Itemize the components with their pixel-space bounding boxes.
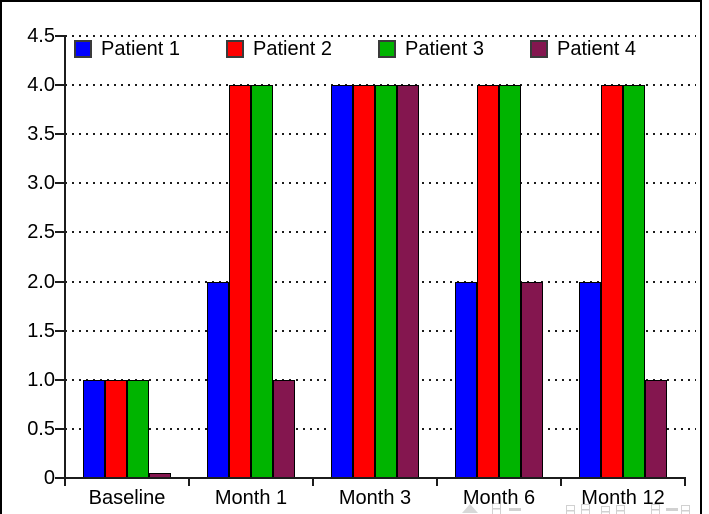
x-category-label-baseline: Baseline [88, 487, 166, 509]
y-tick-label-1.5: 1.5 [27, 319, 55, 342]
bar-patient-1-month-3 [331, 85, 353, 478]
y-axis [64, 35, 66, 480]
bar-patient-2-baseline [105, 379, 127, 478]
legend-label-patient-2: Patient 2 [253, 38, 332, 60]
y-tick-0.5 [55, 427, 64, 430]
x-tick-2 [312, 478, 314, 486]
x-tick-4 [560, 478, 562, 486]
y-tick-label-2.0: 2.0 [27, 270, 55, 293]
legend-label-patient-1: Patient 1 [101, 38, 180, 60]
y-tick-4.5 [55, 35, 64, 37]
bar-patient-4-month-6 [521, 281, 543, 478]
y-tick-label-3.5: 3.5 [27, 123, 55, 146]
legend-swatch-patient-1 [74, 40, 92, 58]
x-category-label-month-12: Month 12 [581, 487, 665, 509]
legend-item-patient-4: Patient 4 [530, 38, 636, 60]
bar-patient-1-baseline [83, 379, 105, 478]
bar-patient-2-month-3 [353, 85, 375, 478]
y-tick-label-2.5: 2.5 [27, 221, 55, 244]
bar-patient-4-month-1 [273, 379, 295, 478]
y-tick-0 [55, 477, 64, 479]
y-tick-2.5 [55, 231, 64, 234]
legend-label-patient-4: Patient 4 [557, 38, 636, 60]
y-tick-label-1.0: 1.0 [27, 368, 55, 391]
bar-patient-3-month-3 [375, 85, 397, 478]
y-tick-label-4.5: 4.5 [27, 25, 55, 47]
x-axis [64, 477, 686, 479]
bar-patient-3-month-12 [623, 85, 645, 478]
legend-label-patient-3: Patient 3 [405, 38, 484, 60]
y-tick-3.5 [55, 133, 64, 136]
x-category-label-month-1: Month 1 [214, 487, 288, 509]
bar-patient-4-month-3 [397, 85, 419, 478]
gridline-4.5 [65, 35, 696, 37]
x-tick-0 [64, 478, 66, 486]
bar-patient-3-month-1 [251, 85, 273, 478]
legend-item-patient-1: Patient 1 [74, 38, 180, 60]
bar-patient-2-month-12 [601, 85, 623, 478]
x-tick-5 [684, 478, 686, 486]
legend-swatch-patient-4 [530, 40, 548, 58]
bar-patient-1-month-6 [455, 281, 477, 478]
y-tick-1.5 [55, 329, 64, 332]
x-tick-3 [436, 478, 438, 486]
legend-item-patient-2: Patient 2 [226, 38, 332, 60]
bar-patient-2-month-1 [229, 85, 251, 478]
bar-patient-2-month-6 [477, 85, 499, 478]
y-tick-3.0 [55, 182, 64, 185]
bar-patient-1-month-1 [207, 281, 229, 478]
legend-swatch-patient-3 [378, 40, 396, 58]
y-tick-label-4.0: 4.0 [27, 74, 55, 97]
y-tick-label-0.5: 0.5 [27, 417, 55, 440]
y-tick-1.0 [55, 378, 64, 381]
legend-item-patient-3: Patient 3 [378, 38, 484, 60]
bar-patient-3-baseline [127, 379, 149, 478]
bar-patient-1-month-12 [579, 281, 601, 478]
legend-swatch-patient-2 [226, 40, 244, 58]
y-tick-label-3.0: 3.0 [27, 172, 55, 195]
y-tick-4.0 [55, 84, 64, 87]
bar-patient-4-month-12 [645, 379, 667, 478]
x-tick-1 [188, 478, 190, 486]
y-tick-label-0: 0 [43, 467, 55, 489]
y-tick-2.0 [55, 280, 64, 283]
bar-patient-3-month-6 [499, 85, 521, 478]
x-category-label-month-6: Month 6 [462, 487, 536, 509]
x-category-label-month-3: Month 3 [338, 487, 412, 509]
